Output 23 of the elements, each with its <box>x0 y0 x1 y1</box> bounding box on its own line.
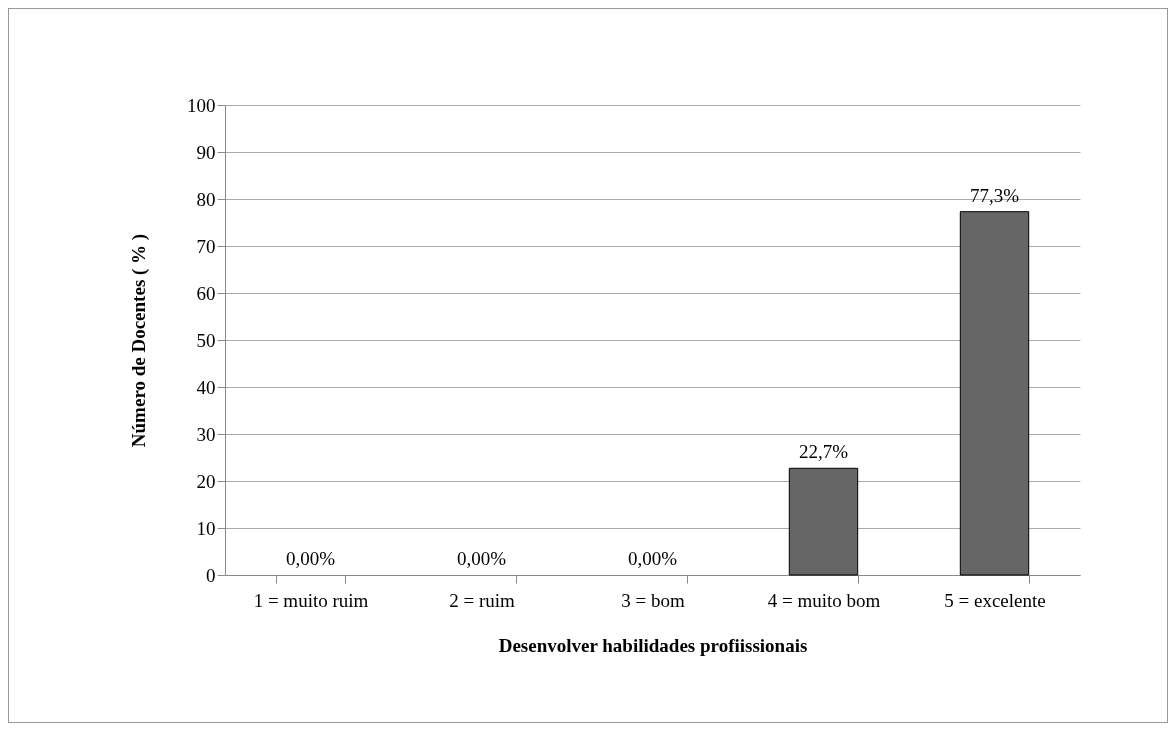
y-tick-label: 10 <box>196 517 216 539</box>
x-tick-label: 2 = ruim <box>449 589 516 611</box>
y-tick-label: 70 <box>196 235 216 257</box>
data-label: 0,00% <box>627 548 678 569</box>
data-label: 22,7% <box>798 441 849 463</box>
x-axis-title: Desenvolver habilidades profiissionais <box>498 634 808 656</box>
x-tick-label: 5 = excelente <box>944 589 1046 611</box>
y-tick-label: 80 <box>196 188 216 210</box>
data-label: 77,3% <box>969 184 1020 206</box>
y-tick-label: 90 <box>196 141 216 163</box>
y-tick-label: 100 <box>187 94 216 116</box>
x-tick-label: 3 = bom <box>621 589 685 611</box>
y-tick-label: 0 <box>206 564 216 586</box>
y-tick-label: 50 <box>196 329 216 351</box>
y-tick-label: 20 <box>196 470 216 492</box>
y-tick-label: 30 <box>196 423 216 445</box>
data-label: 0,00% <box>285 548 336 569</box>
y-axis-title: Número de Docentes ( % ) <box>128 233 150 448</box>
x-tick-label: 1 = muito ruim <box>253 589 369 611</box>
data-label: 0,00% <box>456 548 507 569</box>
y-tick-label: 40 <box>196 376 216 398</box>
x-tick-label: 4 = muito bom <box>767 589 881 611</box>
y-tick-label: 60 <box>196 282 216 304</box>
